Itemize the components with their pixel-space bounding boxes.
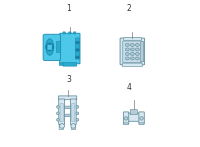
FancyBboxPatch shape [60, 103, 63, 122]
Circle shape [57, 112, 59, 115]
Circle shape [124, 117, 128, 120]
FancyBboxPatch shape [72, 103, 75, 122]
Ellipse shape [135, 44, 139, 46]
FancyBboxPatch shape [123, 38, 141, 40]
Ellipse shape [71, 124, 76, 128]
Ellipse shape [125, 48, 129, 51]
FancyBboxPatch shape [59, 63, 63, 65]
FancyBboxPatch shape [122, 63, 142, 67]
FancyBboxPatch shape [63, 62, 77, 66]
Circle shape [140, 117, 143, 120]
Text: 4: 4 [126, 83, 131, 92]
FancyBboxPatch shape [139, 112, 144, 124]
FancyBboxPatch shape [60, 33, 80, 64]
Circle shape [75, 56, 78, 59]
Ellipse shape [135, 52, 139, 55]
Ellipse shape [130, 44, 134, 46]
FancyBboxPatch shape [141, 42, 144, 62]
FancyBboxPatch shape [71, 124, 76, 130]
FancyBboxPatch shape [59, 99, 65, 125]
FancyBboxPatch shape [69, 32, 71, 34]
Ellipse shape [130, 48, 134, 51]
FancyBboxPatch shape [130, 110, 137, 115]
Circle shape [57, 118, 59, 121]
FancyBboxPatch shape [64, 106, 71, 109]
Ellipse shape [125, 57, 129, 60]
Circle shape [77, 41, 79, 44]
Ellipse shape [130, 52, 134, 55]
FancyBboxPatch shape [64, 114, 71, 117]
FancyBboxPatch shape [70, 99, 76, 125]
Ellipse shape [125, 44, 129, 46]
Text: 2: 2 [126, 4, 131, 13]
Ellipse shape [125, 52, 129, 55]
Circle shape [77, 56, 79, 59]
FancyBboxPatch shape [56, 42, 61, 52]
Ellipse shape [60, 124, 64, 128]
FancyBboxPatch shape [59, 96, 77, 100]
Circle shape [75, 41, 78, 44]
Text: 1: 1 [66, 4, 71, 13]
Circle shape [77, 49, 79, 51]
FancyBboxPatch shape [123, 41, 142, 62]
FancyBboxPatch shape [47, 44, 52, 50]
FancyBboxPatch shape [63, 32, 65, 34]
Circle shape [75, 49, 78, 51]
FancyBboxPatch shape [75, 38, 79, 59]
Ellipse shape [135, 57, 139, 60]
FancyBboxPatch shape [120, 38, 145, 65]
Circle shape [76, 105, 79, 108]
Ellipse shape [135, 48, 139, 51]
Ellipse shape [130, 57, 134, 60]
FancyBboxPatch shape [59, 124, 64, 130]
Ellipse shape [46, 39, 54, 55]
FancyBboxPatch shape [124, 123, 128, 125]
FancyBboxPatch shape [123, 112, 129, 124]
Text: 3: 3 [66, 75, 71, 84]
Circle shape [57, 105, 59, 108]
FancyBboxPatch shape [43, 34, 61, 61]
Circle shape [76, 112, 79, 115]
FancyBboxPatch shape [127, 113, 140, 121]
Circle shape [76, 118, 79, 121]
FancyBboxPatch shape [73, 32, 76, 34]
Circle shape [46, 43, 54, 51]
FancyBboxPatch shape [139, 123, 144, 125]
